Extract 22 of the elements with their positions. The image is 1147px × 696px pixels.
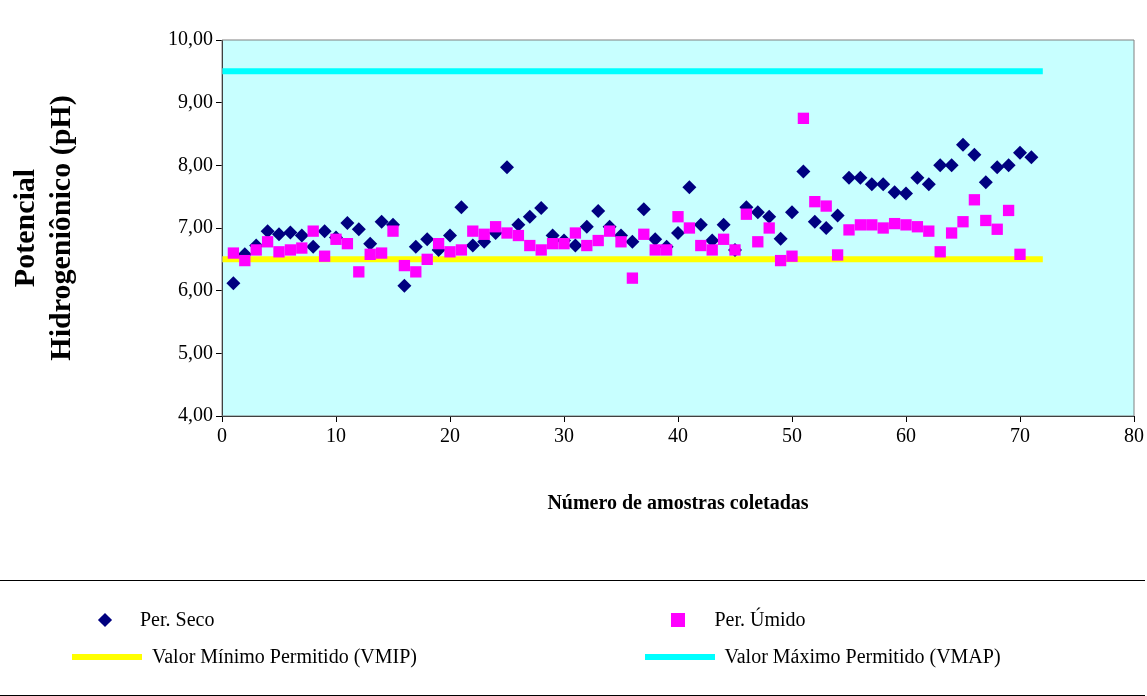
legend-label: Per. Seco	[140, 608, 215, 631]
x-tick-label: 80	[1124, 424, 1144, 447]
x-axis-title: Número de amostras coletadas	[547, 491, 809, 514]
x-tick-label: 0	[217, 424, 227, 447]
x-tick-label: 20	[440, 424, 460, 447]
y-axis-title: Potencial Hidrogeniônico (pH)	[6, 95, 77, 361]
x-tick-label: 30	[554, 424, 574, 447]
legend-label: Valor Máximo Permitido (VMAP)	[724, 645, 1001, 668]
x-tick-label: 40	[668, 424, 688, 447]
legend-label: Valor Mínimo Permitido (VMIP)	[152, 645, 417, 668]
y-tick-label: 10,00	[168, 27, 213, 50]
y-tick-label: 6,00	[178, 277, 213, 300]
y-tick-label: 4,00	[178, 403, 213, 426]
y-tick-label: 8,00	[178, 152, 213, 175]
y-tick-label: 7,00	[178, 215, 213, 238]
legend-label: Per. Úmido	[714, 608, 806, 631]
x-tick-label: 60	[896, 424, 916, 447]
x-tick-label: 10	[326, 424, 346, 447]
x-tick-label: 50	[782, 424, 802, 447]
y-tick-label: 9,00	[178, 89, 213, 112]
x-tick-label: 70	[1010, 424, 1030, 447]
y-tick-label: 5,00	[178, 340, 213, 363]
